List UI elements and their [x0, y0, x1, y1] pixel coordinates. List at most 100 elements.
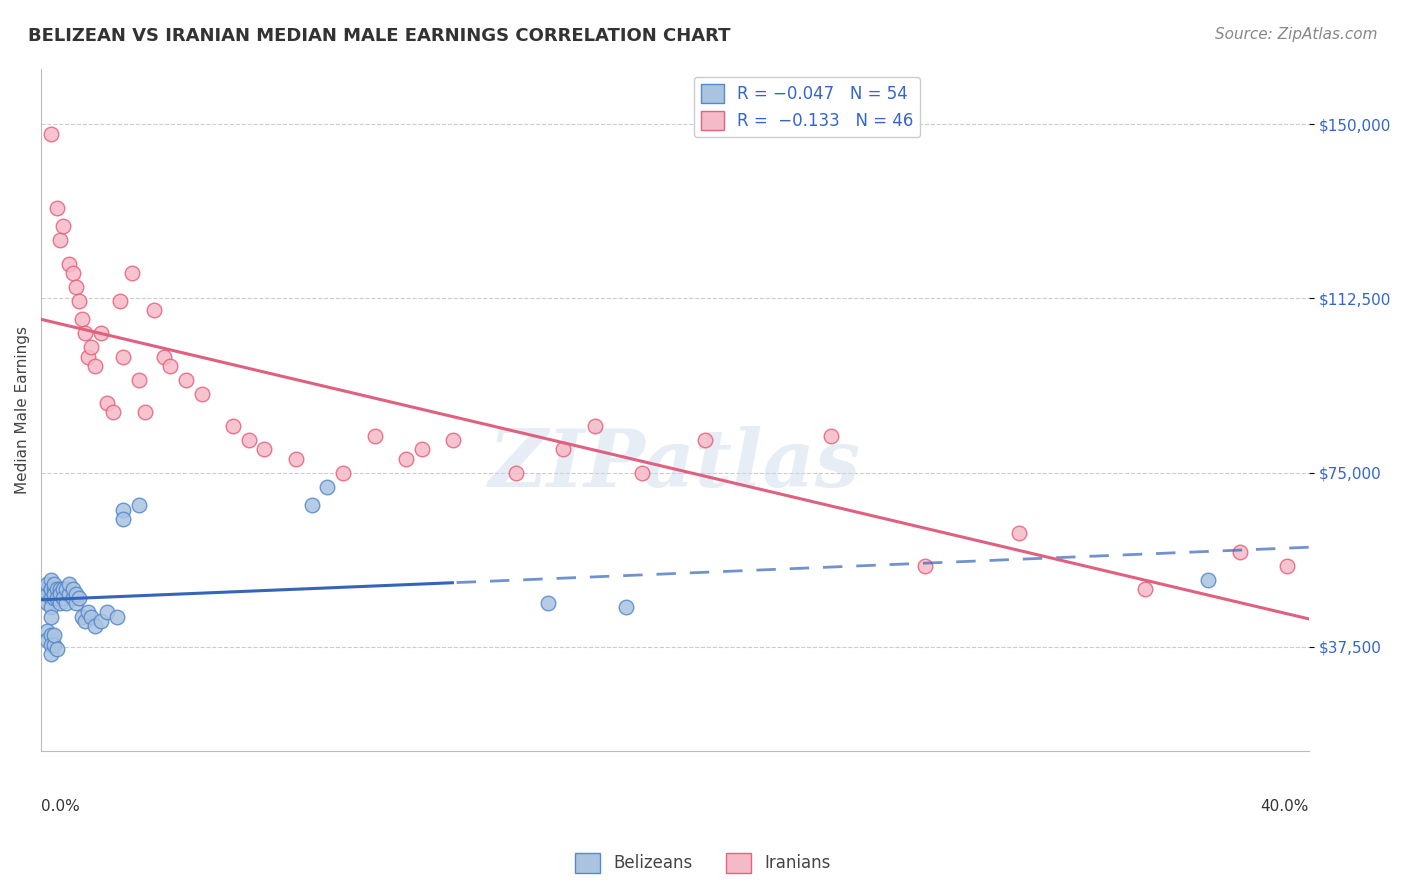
Point — [1229, 545, 1251, 559]
Point — [614, 600, 637, 615]
Point — [39, 600, 62, 615]
Text: 0.0%: 0.0% — [41, 799, 80, 814]
Y-axis label: Median Male Earnings: Median Male Earnings — [15, 326, 30, 494]
Legend: Belizeans, Iranians: Belizeans, Iranians — [568, 847, 838, 880]
Point — [284, 451, 307, 466]
Point — [553, 442, 575, 457]
Point — [45, 582, 67, 596]
Point — [39, 628, 62, 642]
Point — [1197, 573, 1219, 587]
Point — [67, 293, 90, 308]
Text: 40.0%: 40.0% — [1261, 799, 1309, 814]
Point — [111, 503, 134, 517]
Point — [39, 573, 62, 587]
Point — [1135, 582, 1157, 596]
Point — [96, 396, 118, 410]
Point — [65, 586, 87, 600]
Point — [67, 591, 90, 606]
Point — [83, 619, 105, 633]
Point — [536, 596, 558, 610]
Point — [583, 419, 606, 434]
Point — [190, 386, 212, 401]
Point — [316, 480, 339, 494]
Point — [121, 266, 143, 280]
Point — [111, 350, 134, 364]
Point — [914, 558, 936, 573]
Point — [90, 326, 112, 341]
Point — [1275, 558, 1298, 573]
Point — [37, 632, 59, 647]
Point — [62, 591, 84, 606]
Point — [52, 219, 75, 234]
Point — [49, 596, 72, 610]
Point — [108, 293, 131, 308]
Point — [77, 605, 100, 619]
Point — [693, 433, 716, 447]
Point — [411, 442, 433, 457]
Point — [52, 582, 75, 596]
Point — [1008, 526, 1031, 541]
Point — [37, 596, 59, 610]
Point — [58, 257, 80, 271]
Point — [77, 350, 100, 364]
Point — [103, 405, 125, 419]
Point — [39, 127, 62, 141]
Point — [42, 577, 65, 591]
Legend: R = −0.047   N = 54, R =  −0.133   N = 46: R = −0.047 N = 54, R = −0.133 N = 46 — [693, 77, 921, 137]
Point — [37, 586, 59, 600]
Point — [111, 512, 134, 526]
Point — [96, 605, 118, 619]
Point — [39, 647, 62, 661]
Point — [45, 201, 67, 215]
Point — [45, 591, 67, 606]
Point — [58, 577, 80, 591]
Point — [70, 312, 93, 326]
Point — [80, 609, 103, 624]
Point — [39, 638, 62, 652]
Point — [363, 428, 385, 442]
Text: Source: ZipAtlas.com: Source: ZipAtlas.com — [1215, 27, 1378, 42]
Point — [39, 582, 62, 596]
Point — [128, 498, 150, 512]
Point — [39, 609, 62, 624]
Point — [58, 586, 80, 600]
Point — [128, 373, 150, 387]
Point — [441, 433, 464, 447]
Point — [222, 419, 245, 434]
Point — [42, 582, 65, 596]
Point — [159, 359, 181, 373]
Point — [45, 642, 67, 657]
Point — [80, 340, 103, 354]
Point — [820, 428, 842, 442]
Point — [42, 586, 65, 600]
Point — [39, 582, 62, 596]
Point — [37, 582, 59, 596]
Point — [253, 442, 276, 457]
Point — [332, 466, 354, 480]
Point — [62, 582, 84, 596]
Point — [37, 624, 59, 638]
Point — [631, 466, 654, 480]
Point — [42, 591, 65, 606]
Point — [55, 596, 77, 610]
Point — [105, 609, 128, 624]
Point — [174, 373, 197, 387]
Point — [153, 350, 176, 364]
Text: ZIPatlas: ZIPatlas — [489, 425, 860, 503]
Point — [55, 582, 77, 596]
Point — [75, 326, 97, 341]
Point — [39, 591, 62, 606]
Point — [505, 466, 527, 480]
Point — [75, 615, 97, 629]
Point — [70, 609, 93, 624]
Point — [37, 577, 59, 591]
Point — [49, 582, 72, 596]
Point — [90, 615, 112, 629]
Point — [134, 405, 156, 419]
Point — [49, 586, 72, 600]
Point — [52, 591, 75, 606]
Point — [49, 234, 72, 248]
Point — [83, 359, 105, 373]
Point — [42, 628, 65, 642]
Point — [395, 451, 418, 466]
